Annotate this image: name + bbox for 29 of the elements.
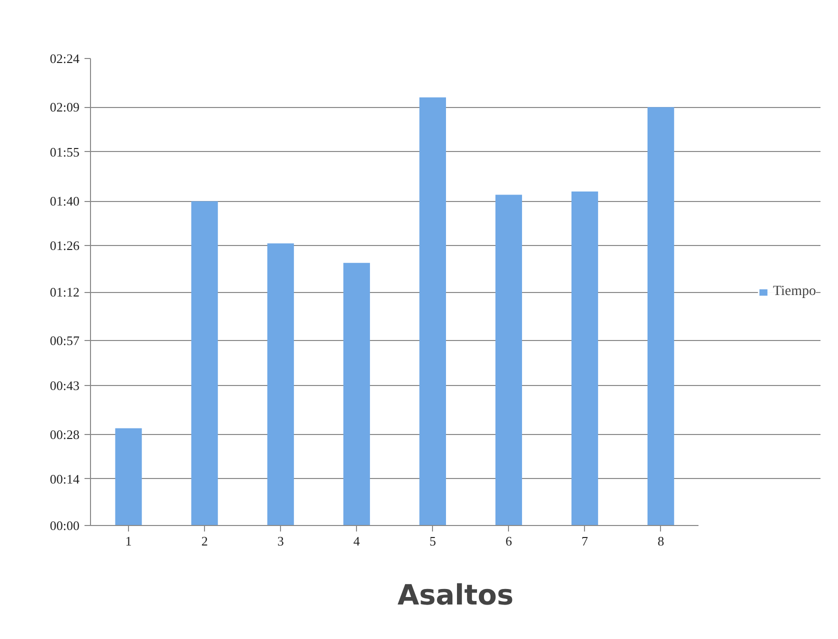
y-tick-label: 00:43 — [50, 378, 80, 393]
bar — [191, 201, 218, 526]
y-tick-label: 02:09 — [50, 100, 80, 115]
y-tick-label: 00:00 — [50, 518, 80, 533]
bar — [419, 97, 446, 526]
bar — [648, 107, 674, 526]
y-tick-label: 02:24 — [50, 51, 80, 66]
y-tick-label: 00:28 — [50, 427, 80, 442]
x-axis-title: Asaltos — [397, 578, 514, 612]
x-tick-label: 1 — [125, 534, 132, 548]
y-tick-label: 01:40 — [50, 194, 80, 209]
y-tick-label: 01:26 — [50, 238, 80, 253]
y-tick-label: 00:57 — [50, 333, 80, 348]
x-tick-label: 4 — [353, 534, 360, 548]
y-tick-label: 00:14 — [50, 471, 80, 486]
bar — [343, 262, 370, 526]
y-tick-label: 01:55 — [50, 144, 80, 160]
y-tick-label: 01:12 — [50, 284, 80, 300]
bar — [571, 191, 598, 526]
bar — [267, 243, 294, 526]
legend-label: Tiempo — [772, 284, 816, 300]
bar — [495, 194, 522, 526]
x-tick-label: 7 — [582, 534, 589, 548]
x-tick-label: 8 — [658, 534, 664, 548]
x-tick-label: 2 — [201, 534, 208, 548]
x-tick-label: 5 — [429, 534, 436, 548]
bar — [115, 428, 142, 526]
x-tick-label: 6 — [505, 534, 512, 548]
x-tick-label: 3 — [277, 534, 284, 548]
